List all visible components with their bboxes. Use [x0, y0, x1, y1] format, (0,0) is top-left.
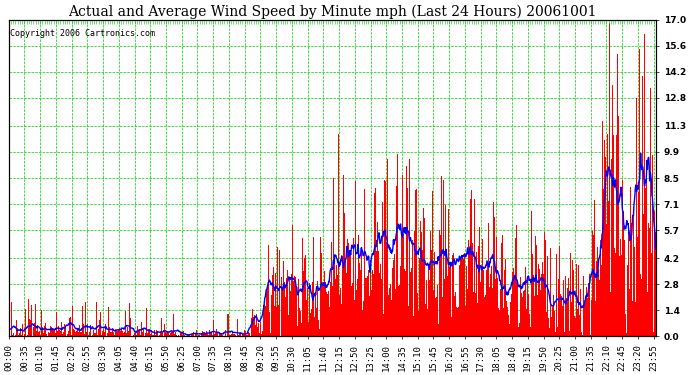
Title: Actual and Average Wind Speed by Minute mph (Last 24 Hours) 20061001: Actual and Average Wind Speed by Minute …	[68, 4, 597, 18]
Text: Copyright 2006 Cartronics.com: Copyright 2006 Cartronics.com	[10, 29, 155, 38]
